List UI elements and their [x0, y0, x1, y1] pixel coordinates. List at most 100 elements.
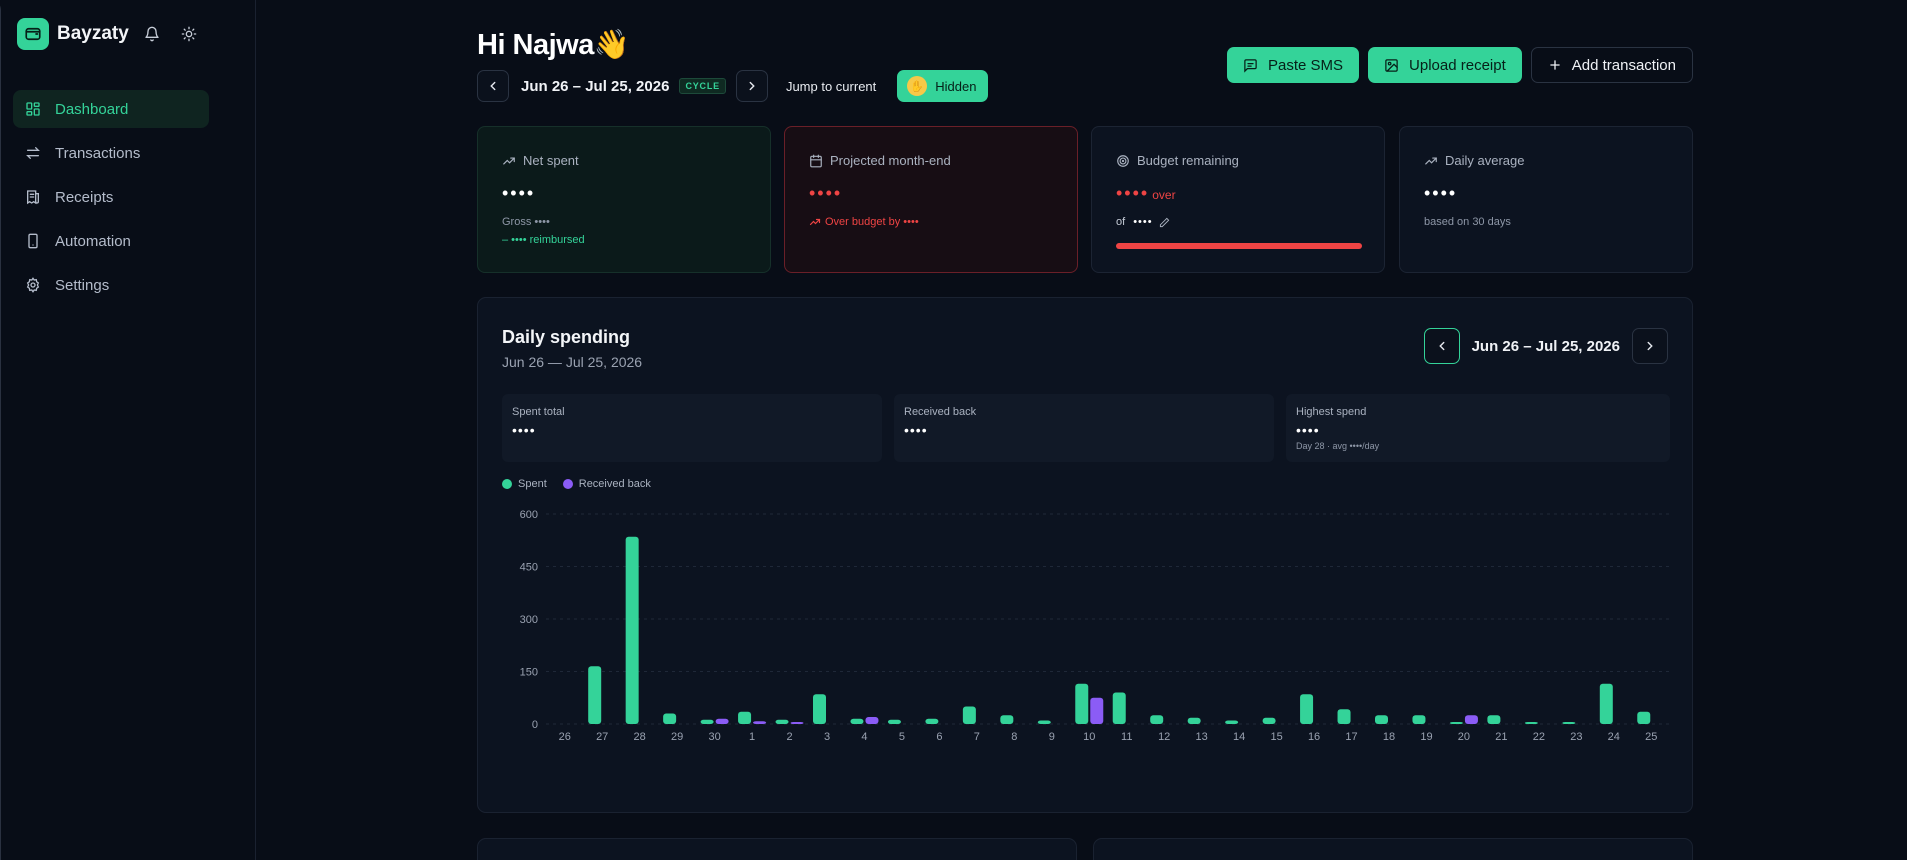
- add-transaction-button[interactable]: Add transaction: [1530, 47, 1693, 83]
- x-tick-label: 26: [559, 731, 571, 743]
- card-title: Budget remaining: [1116, 153, 1239, 168]
- bar-received: [1090, 697, 1104, 724]
- bar-spent: [1637, 711, 1651, 724]
- x-tick-label: 14: [1233, 731, 1245, 743]
- budget-remaining-value: •••• over: [1116, 183, 1176, 204]
- x-tick-label: 17: [1345, 731, 1357, 743]
- bell-icon[interactable]: [142, 24, 162, 44]
- legend-label: Spent: [518, 478, 547, 490]
- bar-spent: [1075, 683, 1089, 724]
- prev-period-button[interactable]: [477, 70, 509, 102]
- daily-spending-panel: Daily spending Jun 26 — Jul 25, 2026 Jun…: [477, 297, 1693, 813]
- trending-up-icon: [503, 157, 515, 164]
- net-spent-card: Net spent •••• Gross •••• – •••• reimbur…: [477, 126, 771, 273]
- tile-value: ••••: [904, 422, 928, 438]
- privacy-toggle-button[interactable]: ✋ Hidden: [897, 70, 989, 102]
- y-tick-label: 300: [520, 614, 538, 626]
- budget-progress-bar: [1116, 243, 1362, 249]
- received-back-tile: Received back ••••: [894, 394, 1274, 462]
- bar-spent: [1000, 715, 1014, 724]
- bar-spent: [1150, 715, 1164, 724]
- bar-spent: [850, 718, 864, 724]
- bar-received: [790, 722, 804, 724]
- message-icon: [1244, 58, 1257, 73]
- bottom-panel-right: [1093, 838, 1693, 860]
- bar-received: [715, 718, 729, 724]
- dashboard-icon: [26, 102, 40, 116]
- sidebar: Bayzaty Dashboard Transactions Receipts: [1, 0, 256, 860]
- sidebar-nav: Dashboard Transactions Receipts Automati…: [13, 90, 209, 310]
- x-tick-label: 5: [899, 731, 905, 743]
- daily-average-value: ••••: [1424, 183, 1458, 203]
- tile-label: Spent total: [512, 406, 565, 418]
- card-title-label: Daily average: [1445, 153, 1525, 168]
- sidebar-item-label: Automation: [55, 232, 131, 250]
- next-period-button[interactable]: [735, 70, 768, 102]
- sidebar-item-automation[interactable]: Automation: [13, 222, 209, 260]
- jump-to-current-button[interactable]: Jump to current: [785, 78, 877, 94]
- panel-subtitle: Jun 26 — Jul 25, 2026: [502, 354, 643, 370]
- bar-spent: [1412, 715, 1426, 724]
- chart-prev-button[interactable]: [1423, 328, 1460, 364]
- legend-swatch: [502, 479, 512, 489]
- bar-spent: [1300, 694, 1314, 724]
- daily-average-card: Daily average •••• based on 30 days: [1399, 126, 1693, 273]
- x-tick-label: 13: [1196, 731, 1208, 743]
- brand[interactable]: Bayzaty: [17, 18, 129, 50]
- x-tick-label: 22: [1533, 731, 1545, 743]
- face-hiding-icon: ✋: [907, 76, 928, 96]
- x-tick-label: 25: [1645, 731, 1657, 743]
- bar-spent: [925, 718, 939, 724]
- sidebar-item-settings[interactable]: Settings: [13, 266, 209, 304]
- sun-icon[interactable]: [179, 24, 199, 44]
- bar-spent: [1187, 717, 1201, 724]
- tile-label: Highest spend: [1296, 406, 1367, 418]
- card-title: Projected month-end: [809, 153, 951, 168]
- paste-sms-label: Paste SMS: [1268, 56, 1344, 74]
- x-tick-label: 7: [974, 731, 980, 743]
- target-icon: [1117, 154, 1129, 167]
- x-tick-label: 18: [1383, 731, 1395, 743]
- brand-name: Bayzaty: [57, 23, 129, 44]
- x-tick-label: 30: [708, 731, 720, 743]
- image-upload-icon: [1385, 58, 1398, 72]
- arrows-swap-icon: [26, 147, 40, 159]
- bar-spent: [1599, 683, 1613, 724]
- of-label: of: [1116, 216, 1126, 228]
- legend-received[interactable]: Received back: [562, 478, 651, 490]
- sidebar-item-label: Settings: [55, 276, 110, 294]
- trending-up-icon: [809, 218, 821, 226]
- spent-total-tile: Spent total ••••: [502, 394, 882, 462]
- bar-spent: [1449, 722, 1463, 724]
- bar-spent: [1225, 720, 1239, 724]
- x-tick-label: 27: [596, 731, 608, 743]
- gross-value: Gross ••••: [502, 216, 550, 228]
- legend-spent[interactable]: Spent: [502, 478, 547, 490]
- x-tick-label: 21: [1495, 731, 1507, 743]
- x-tick-label: 15: [1270, 731, 1282, 743]
- gear-icon: [26, 277, 40, 293]
- tile-value: ••••: [1296, 422, 1320, 438]
- summary-tiles: Spent total •••• Received back •••• High…: [502, 394, 1670, 462]
- trending-up-icon: [1425, 157, 1437, 164]
- page-title: Hi Najwa👋: [477, 29, 630, 61]
- receipt-icon: [27, 190, 39, 205]
- phone-icon: [28, 233, 38, 249]
- bar-spent: [1487, 715, 1501, 724]
- sidebar-item-transactions[interactable]: Transactions: [13, 134, 209, 172]
- card-title: Daily average: [1424, 153, 1525, 168]
- upload-receipt-button[interactable]: Upload receipt: [1368, 47, 1522, 83]
- tile-label: Received back: [904, 406, 977, 418]
- pencil-icon[interactable]: [1159, 217, 1170, 228]
- sidebar-item-dashboard[interactable]: Dashboard: [13, 90, 209, 128]
- paste-sms-button[interactable]: Paste SMS: [1227, 47, 1360, 83]
- budget-dots: ••••: [1116, 183, 1150, 203]
- bar-spent: [663, 713, 677, 724]
- budget-progress-fill: [1116, 243, 1362, 249]
- x-tick-label: 20: [1458, 731, 1470, 743]
- sidebar-item-receipts[interactable]: Receipts: [13, 178, 209, 216]
- x-tick-label: 10: [1083, 731, 1095, 743]
- budget-total: ••••: [1133, 216, 1153, 228]
- chart-next-button[interactable]: [1632, 328, 1668, 364]
- projected-card: Projected month-end •••• Over budget by …: [784, 126, 1078, 273]
